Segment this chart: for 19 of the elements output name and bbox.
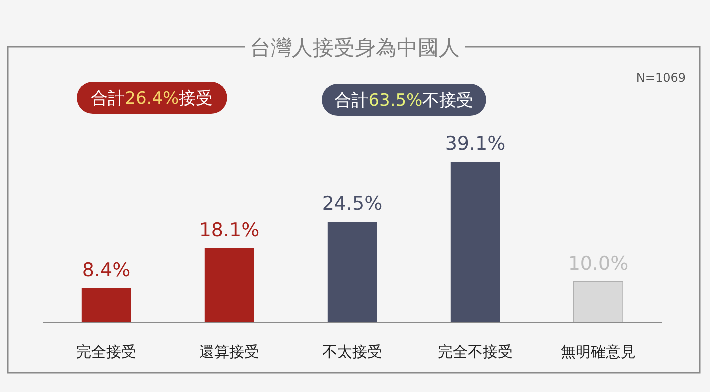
x-tick-label: 完全不接受	[438, 343, 513, 361]
text: 合計26.4%接受	[91, 89, 214, 109]
data-label: 18.1%	[199, 219, 260, 242]
data-label: 8.4%	[82, 259, 131, 282]
text: 合計63.5%不接受	[334, 91, 474, 111]
data-label: 24.5%	[322, 193, 383, 216]
text: N=1069	[636, 71, 686, 85]
x-tick-label: 不太接受	[322, 343, 382, 361]
x-tick-label: 無明確意見	[561, 343, 636, 361]
data-label: 39.1%	[445, 133, 506, 155]
bar	[328, 222, 378, 323]
data-label: 10.0%	[568, 252, 629, 275]
x-tick-label: 完全接受	[76, 343, 136, 361]
chart-title: 台灣人接受身為中國人	[250, 36, 460, 60]
bar	[450, 162, 500, 323]
bar	[82, 288, 132, 323]
bar	[204, 248, 254, 323]
x-tick-label: 還算接受	[200, 343, 260, 361]
bar	[574, 281, 624, 324]
